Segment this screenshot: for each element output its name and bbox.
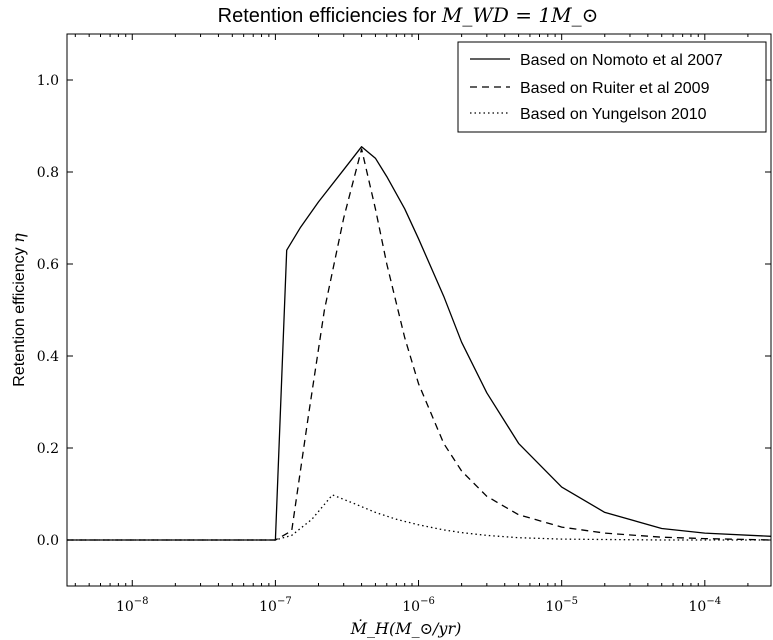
- y-tick-label: 0.4: [37, 349, 59, 365]
- y-ticks: 0.0 0.2 0.4 0.6 0.8 1.0: [37, 73, 771, 549]
- y-axis-label-text: Retention efficiency: [11, 243, 28, 387]
- y-tick-label: 0.0: [37, 533, 59, 549]
- series-line-solid: [67, 146, 772, 541]
- y-axis-label-math: η: [9, 233, 28, 243]
- y-tick-label: 0.2: [37, 441, 59, 457]
- x-major-ticks: 10−8 10−7 10−6 10−5 10−4: [116, 34, 721, 615]
- y-tick-label: 0.8: [37, 165, 59, 181]
- x-tick-label: 10−5: [545, 596, 578, 615]
- series-line-dashed: [67, 148, 772, 541]
- chart-title: Retention efficiencies for M_WD = 1M_⊙: [218, 3, 599, 27]
- x-minor-ticks: [74, 34, 749, 586]
- legend: Based on Nomoto et al 2007 Based on Ruit…: [457, 41, 767, 133]
- y-tick-label: 0.6: [37, 257, 59, 273]
- x-tick-label: 10−6: [402, 596, 435, 615]
- x-axis-label: Ṁ_H(M_⊙/yr): [350, 618, 462, 638]
- legend-label-yungelson: Based on Yungelson 2010: [520, 106, 707, 123]
- chart-title-text: Retention efficiencies for: [218, 5, 442, 27]
- series-line-dotted: [67, 494, 771, 541]
- legend-label-ruiter: Based on Ruiter et al 2009: [520, 80, 710, 97]
- x-tick-label: 10−8: [116, 596, 149, 615]
- x-tick-label: 10−4: [689, 596, 722, 615]
- y-axis-label: Retention efficiency η: [9, 233, 28, 387]
- series-lines: [67, 146, 772, 541]
- legend-label-nomoto: Based on Nomoto et al 2007: [520, 52, 723, 69]
- y-tick-label: 1.0: [37, 73, 59, 89]
- chart-title-math: M_WD = 1M_⊙: [441, 3, 599, 27]
- x-tick-label: 10−7: [259, 596, 292, 615]
